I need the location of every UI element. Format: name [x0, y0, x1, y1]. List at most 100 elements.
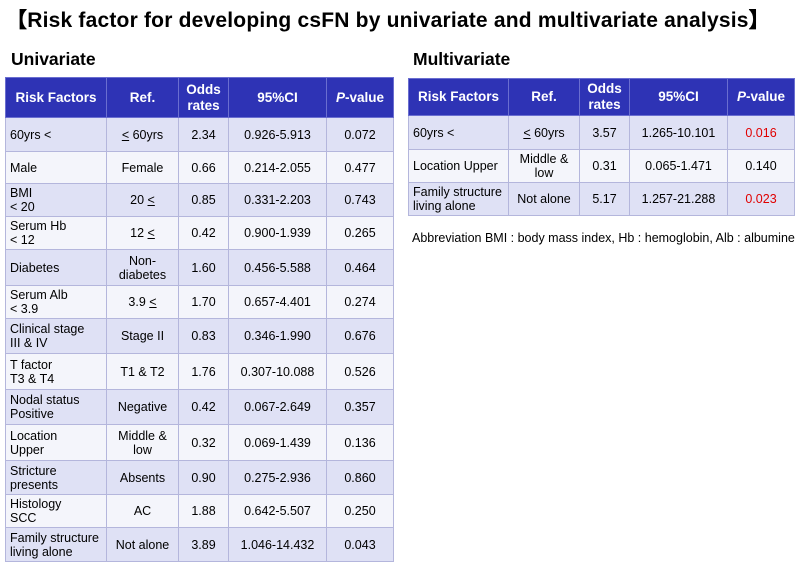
table-row: T factor T3 & T4 T1 & T2 1.76 0.307-10.088 0… [5, 353, 394, 390]
reference-text: Non- diabetes [118, 253, 167, 282]
column-header-odds: Odds rates [178, 77, 229, 118]
reference-threshold-mark: < [149, 295, 157, 309]
odds-ratio-cell: 3.89 [178, 527, 229, 562]
reference-text: 12 [130, 226, 148, 240]
reference-cell: 12 < [106, 216, 179, 250]
risk-factor-cell: Serum Hb < 12 [5, 216, 107, 250]
reference-text: T1 & T2 [120, 364, 165, 379]
p-value-label-rest: -value [344, 89, 385, 105]
confidence-interval-cell: 0.214-2.055 [228, 151, 327, 184]
p-value-cell: 0.860 [326, 460, 394, 495]
reference-cell: Female [106, 151, 179, 184]
p-value-cell: 0.743 [326, 183, 394, 217]
confidence-interval-cell: 0.900-1.939 [228, 216, 327, 250]
odds-ratio-cell: 2.34 [178, 117, 229, 152]
reference-suffix: 60yrs [530, 125, 565, 140]
p-value-label-italic: P [335, 89, 345, 105]
table-row: Histology SCC AC 1.88 0.642-5.507 0.250 [5, 494, 394, 528]
p-value-cell: 0.464 [326, 249, 394, 286]
risk-factor-cell: Location Upper [408, 149, 509, 183]
table-row: BMI < 20 20 <0.85 0.331-2.203 0.743 [5, 183, 394, 217]
reference-text: Absents [119, 470, 166, 485]
odds-ratio-cell: 3.57 [579, 115, 630, 150]
risk-factor-cell: Histology SCC [5, 494, 107, 528]
reference-cell: Stage II [106, 318, 179, 354]
confidence-interval-cell: 0.069-1.439 [228, 424, 327, 461]
reference-text: Not alone [115, 537, 170, 552]
reference-cell: 20 < [106, 183, 179, 217]
p-value-cell: 0.140 [727, 149, 795, 183]
reference-cell: Not alone [106, 527, 179, 562]
risk-factor-cell: Location Upper [5, 424, 107, 461]
risk-factor-cell: Diabetes [5, 249, 107, 286]
risk-factor-cell: Serum Alb < 3.9 [5, 285, 107, 319]
odds-ratio-cell: 5.17 [579, 182, 630, 216]
univariate-header-row: Risk Factors Ref. Odds rates 95%CI P-value [5, 77, 394, 118]
confidence-interval-cell: 0.456-5.588 [228, 249, 327, 286]
p-value-cell: 0.676 [326, 318, 394, 354]
confidence-interval-cell: 0.331-2.203 [228, 183, 327, 217]
p-value-label-italic: P [736, 89, 746, 104]
table-row: Family structure living alone Not alone 3.… [5, 527, 394, 562]
confidence-interval-cell: 1.265-10.101 [629, 115, 728, 150]
odds-ratio-cell: 0.90 [178, 460, 229, 495]
reference-cell: Absents [106, 460, 179, 495]
abbreviation-note: Abbreviation BMI : body mass index, Hb :… [412, 231, 795, 245]
confidence-interval-cell: 0.926-5.913 [228, 117, 327, 152]
odds-ratio-cell: 1.76 [178, 353, 229, 390]
reference-text: 20 [130, 193, 148, 207]
reference-text: Female [121, 160, 164, 175]
p-value-cell: 0.136 [326, 424, 394, 461]
p-value-cell: 0.357 [326, 389, 394, 425]
p-value-cell: 0.016 [727, 115, 795, 150]
column-header-ref: Ref. [508, 78, 580, 116]
reference-text: Negative [117, 400, 168, 414]
table-row: Family structure living alone Not alone 5.… [408, 182, 795, 216]
odds-ratio-cell: 0.85 [178, 183, 229, 217]
reference-text: Middle & low [118, 428, 167, 457]
column-header-odds: Odds rates [579, 78, 630, 116]
confidence-interval-cell: 0.346-1.990 [228, 318, 327, 354]
p-value-label-rest: -value [745, 89, 786, 104]
p-value-cell: 0.043 [326, 527, 394, 562]
column-header-factor: Risk Factors [5, 77, 107, 118]
p-value-cell: 0.250 [326, 494, 394, 528]
reference-cell: T1 & T2 [106, 353, 179, 390]
confidence-interval-cell: 0.065-1.471 [629, 149, 728, 183]
reference-cell: Negative [106, 389, 179, 425]
odds-ratio-cell: 0.83 [178, 318, 229, 354]
p-value-cell: 0.526 [326, 353, 394, 390]
table-row: Location Upper Middle & low 0.31 0.065-1.47… [408, 149, 795, 183]
reference-text: Stage II [120, 329, 165, 343]
table-row: Serum Hb < 12 12 <0.42 0.900-1.939 0.265 [5, 216, 394, 250]
reference-cell: < 60yrs [106, 117, 179, 152]
risk-factor-cell: BMI < 20 [5, 183, 107, 217]
p-value-cell: 0.023 [727, 182, 795, 216]
reference-text: Middle & low [519, 152, 569, 180]
table-row: Clinical stage III & IV Stage II 0.83 0.346… [5, 318, 394, 354]
column-header-p: P-value [727, 78, 795, 116]
odds-ratio-cell: 1.60 [178, 249, 229, 286]
confidence-interval-cell: 1.046-14.432 [228, 527, 327, 562]
reference-cell: < 60yrs [508, 115, 580, 150]
risk-factor-cell: Male [5, 151, 107, 184]
table-row: Diabetes Non- diabetes 1.60 0.456-5.588 0.46… [5, 249, 394, 286]
table-row: Male Female 0.66 0.214-2.055 0.477 [5, 151, 394, 184]
risk-factor-cell: Nodal status Positive [5, 389, 107, 425]
confidence-interval-cell: 0.642-5.507 [228, 494, 327, 528]
risk-factor-cell: Clinical stage III & IV [5, 318, 107, 354]
odds-ratio-cell: 0.66 [178, 151, 229, 184]
confidence-interval-cell: 0.657-4.401 [228, 285, 327, 319]
column-header-ci: 95%CI [228, 77, 327, 118]
page-title: 【Risk factor for developing csFN by univ… [6, 9, 770, 32]
reference-text: 3.9 [128, 295, 150, 309]
p-value-cell: 0.265 [326, 216, 394, 250]
reference-text: AC [133, 504, 152, 518]
p-value-cell: 0.477 [326, 151, 394, 184]
table-row: 60yrs < < 60yrs 2.34 0.926-5.913 0.072 [5, 117, 394, 152]
risk-factor-cell: Stricture presents [5, 460, 107, 495]
reference-cell: AC [106, 494, 179, 528]
risk-factor-cell: 60yrs < [5, 117, 107, 152]
odds-ratio-cell: 0.42 [178, 216, 229, 250]
multivariate-heading: Multivariate [413, 49, 511, 69]
